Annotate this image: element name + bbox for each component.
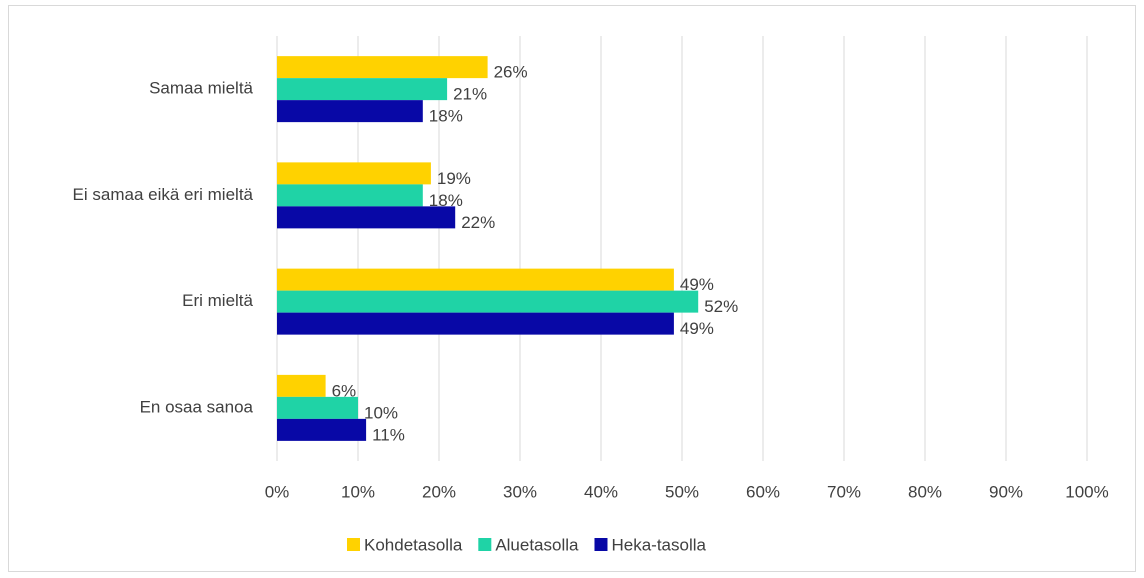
bar <box>277 312 674 335</box>
x-tick-label: 30% <box>503 482 537 501</box>
value-label: 11% <box>372 425 405 444</box>
x-tick-label: 60% <box>746 482 780 501</box>
x-tick-label: 10% <box>341 482 375 501</box>
y-tick-label: Samaa mieltä <box>149 79 253 98</box>
value-label: 49% <box>680 275 714 294</box>
x-tick-label: 50% <box>665 482 699 501</box>
x-tick-label: 80% <box>908 482 942 501</box>
bar <box>277 100 423 123</box>
value-label: 52% <box>704 297 738 316</box>
bar <box>277 184 423 207</box>
value-label: 49% <box>680 319 714 338</box>
x-tick-label: 40% <box>584 482 618 501</box>
x-tick-label: 20% <box>422 482 456 501</box>
value-label: 10% <box>364 403 398 422</box>
legend-swatch <box>594 538 608 551</box>
bar <box>277 268 674 291</box>
value-label: 6% <box>332 381 357 400</box>
y-tick-label: Eri mieltä <box>182 291 253 310</box>
bar <box>277 290 699 313</box>
x-tick-label: 70% <box>827 482 861 501</box>
bar <box>277 374 326 397</box>
y-tick-label: En osaa sanoa <box>140 397 254 416</box>
legend-label: Kohdetasolla <box>364 535 463 554</box>
value-label: 18% <box>429 107 463 126</box>
y-tick-label: Ei samaa eikä eri mieltä <box>73 185 254 204</box>
x-tick-label: 0% <box>265 482 290 501</box>
legend-swatch <box>478 538 492 551</box>
bar <box>277 396 358 419</box>
bar <box>277 206 456 229</box>
legend-label: Heka-tasolla <box>611 535 706 554</box>
x-tick-label: 100% <box>1065 482 1108 501</box>
value-label: 26% <box>494 63 528 82</box>
legend-label: Aluetasolla <box>495 535 579 554</box>
bar <box>277 78 448 101</box>
bar <box>277 162 431 185</box>
x-tick-label: 90% <box>989 482 1023 501</box>
bar <box>277 56 488 79</box>
value-label: 19% <box>437 169 471 188</box>
value-label: 21% <box>453 85 487 104</box>
value-label: 22% <box>461 213 495 232</box>
value-label: 18% <box>429 191 463 210</box>
legend-swatch <box>347 538 360 551</box>
bar <box>277 418 367 441</box>
